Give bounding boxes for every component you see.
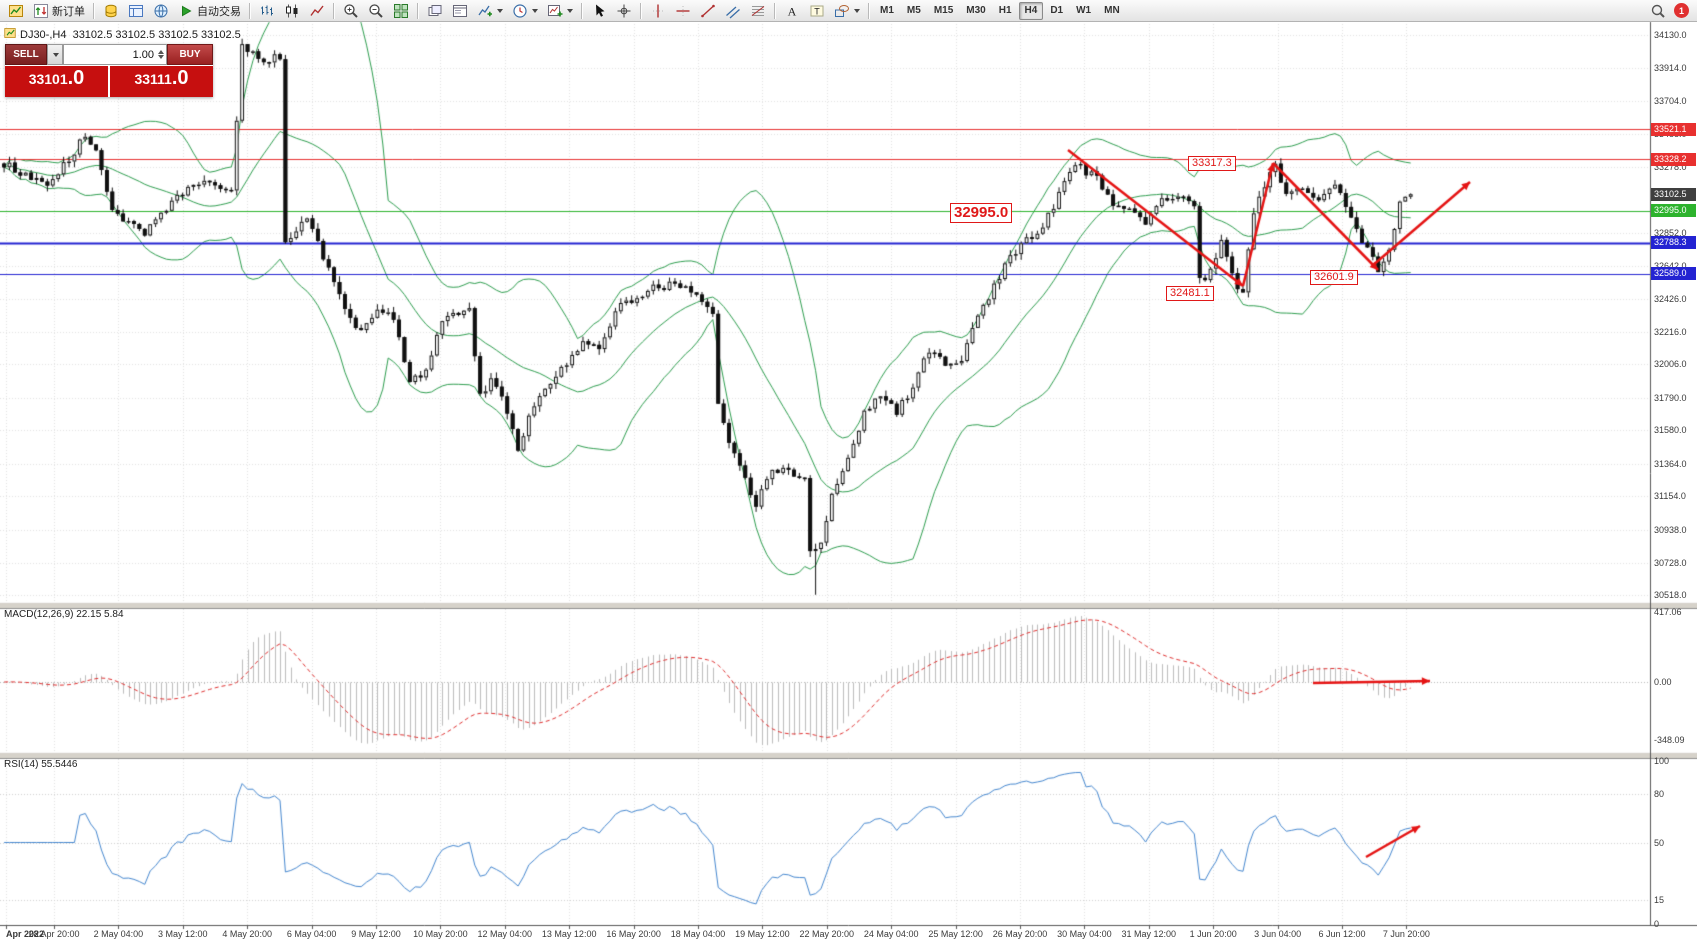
line-chart-icon[interactable] <box>305 1 329 21</box>
notification-badge[interactable]: 1 <box>1674 3 1689 18</box>
buy-button[interactable]: BUY <box>167 44 213 65</box>
timeframe-m15-button[interactable]: M15 <box>928 2 959 20</box>
svg-text:T: T <box>814 6 820 16</box>
timeframe-m1-button[interactable]: M1 <box>874 2 900 20</box>
new-order-button[interactable]: 新订单 <box>29 1 89 21</box>
one-click-trading-panel: SELL 1.00 BUY 33101.0 33111.0 <box>5 44 213 97</box>
chart-symbol-icon <box>4 27 16 42</box>
trade-panel-controls: SELL 1.00 BUY <box>5 44 213 65</box>
symbol-ohlc-info: DJ30-,H4 33102.5 33102.5 33102.5 33102.5 <box>4 27 241 42</box>
symbol-ohlc-text: DJ30-,H4 33102.5 33102.5 33102.5 33102.5 <box>20 28 241 41</box>
trendline-icon[interactable] <box>696 1 720 21</box>
toolbar-separator <box>581 2 583 19</box>
toolbar-separator <box>333 2 335 19</box>
svg-text:A: A <box>788 4 797 18</box>
cursor-icon[interactable] <box>587 1 611 21</box>
trade-panel-prices: 33101.0 33111.0 <box>5 66 213 97</box>
timeframe-m5-button[interactable]: M5 <box>901 2 927 20</box>
timeframe-mn-button[interactable]: MN <box>1098 2 1126 20</box>
market-watch-icon[interactable] <box>99 1 123 21</box>
window-list-icon[interactable] <box>448 1 472 21</box>
spin-up-icon <box>158 50 164 54</box>
trade-options-dropdown[interactable] <box>47 44 63 65</box>
toolbar: 新订单 自动交易 A T M1 M5 M15 M30 H1 H4 D1 W1 MN 1 <box>0 0 1697 22</box>
zoom-in-icon[interactable] <box>339 1 363 21</box>
volume-stepper[interactable] <box>158 50 164 59</box>
horizontal-line-icon[interactable] <box>671 1 695 21</box>
toolbar-separator <box>249 2 251 19</box>
sell-price[interactable]: 33101.0 <box>5 66 108 97</box>
toolbar-separator <box>868 2 870 19</box>
cascade-windows-icon[interactable] <box>423 1 447 21</box>
navigator-icon[interactable] <box>149 1 173 21</box>
candlestick-chart-icon[interactable] <box>280 1 304 21</box>
tile-windows-icon[interactable] <box>389 1 413 21</box>
volume-field[interactable]: 1.00 <box>63 44 167 65</box>
new-chart-icon[interactable] <box>543 1 577 21</box>
chevron-down-icon <box>52 52 59 57</box>
shapes-icon[interactable] <box>830 1 864 21</box>
text-icon[interactable]: A <box>780 1 804 21</box>
volume-value: 1.00 <box>132 48 154 61</box>
search-icon[interactable] <box>1646 1 1670 21</box>
toolbar-separator <box>417 2 419 19</box>
crosshair-icon[interactable] <box>612 1 636 21</box>
data-window-icon[interactable] <box>124 1 148 21</box>
timeframe-h4-button[interactable]: H4 <box>1018 1 1044 20</box>
zoom-out-icon[interactable] <box>364 1 388 21</box>
toolbar-separator <box>774 2 776 19</box>
sell-button[interactable]: SELL <box>5 44 47 65</box>
text-label-icon[interactable]: T <box>805 1 829 21</box>
autotrade-button[interactable]: 自动交易 <box>174 1 245 21</box>
bar-chart-icon[interactable] <box>255 1 279 21</box>
toolbar-separator <box>93 2 95 19</box>
vertical-line-icon[interactable] <box>646 1 670 21</box>
spin-down-icon <box>158 55 164 59</box>
indicators-add-icon[interactable] <box>473 1 507 21</box>
periods-icon[interactable] <box>508 1 542 21</box>
timeframe-w1-button[interactable]: W1 <box>1070 2 1097 20</box>
app-icon[interactable] <box>4 1 28 21</box>
toolbar-separator <box>640 2 642 19</box>
fibonacci-icon[interactable] <box>746 1 770 21</box>
timeframe-h1-button[interactable]: H1 <box>993 2 1018 20</box>
channel-icon[interactable] <box>721 1 745 21</box>
timeframe-m30-button[interactable]: M30 <box>960 2 991 20</box>
buy-price[interactable]: 33111.0 <box>110 66 213 97</box>
timeframe-d1-button[interactable]: D1 <box>1044 2 1069 20</box>
